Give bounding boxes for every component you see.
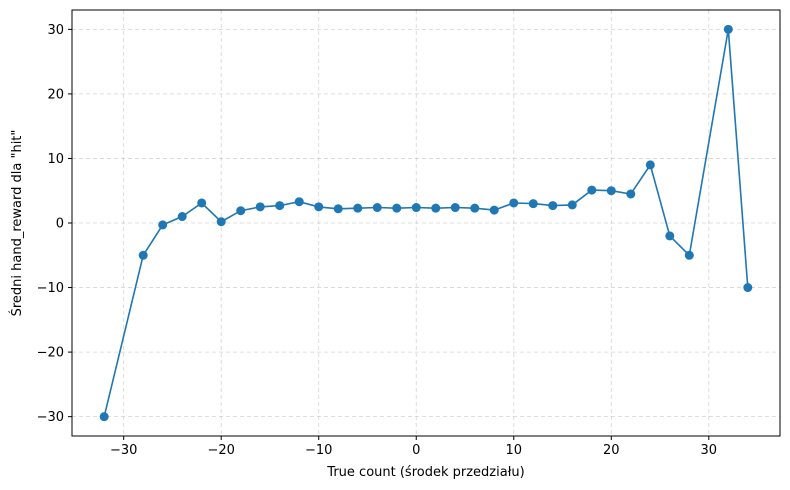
grid <box>72 10 780 436</box>
data-point <box>138 250 148 260</box>
data-point <box>567 200 577 210</box>
y-axis: −30 −20 −10 0 10 20 30 <box>37 23 72 425</box>
y-axis-label: Średni hand_reward dla "hit" <box>9 130 25 317</box>
data-point <box>587 185 597 195</box>
data-point <box>177 212 187 222</box>
y-tick-label: 30 <box>47 23 64 38</box>
x-tick-label: 10 <box>505 443 522 458</box>
series-group <box>99 24 753 422</box>
x-axis: −30 −20 −10 0 10 20 30 <box>110 436 717 458</box>
data-point <box>606 186 616 196</box>
data-point <box>275 201 285 211</box>
data-point <box>548 201 558 211</box>
data-point <box>626 189 636 199</box>
data-point <box>353 203 363 213</box>
data-point <box>216 217 226 227</box>
x-axis-label: True count (środek przedziału) <box>326 465 524 480</box>
data-point <box>743 283 753 293</box>
data-point <box>684 250 694 260</box>
data-point <box>294 197 304 207</box>
x-tick-label: 0 <box>412 443 420 458</box>
data-point <box>665 231 675 241</box>
y-tick-label: 10 <box>47 152 64 167</box>
data-point <box>255 202 265 212</box>
data-point <box>333 204 343 214</box>
x-tick-label: −20 <box>207 443 234 458</box>
x-tick-label: −10 <box>305 443 332 458</box>
data-point <box>236 206 246 216</box>
data-point <box>489 205 499 215</box>
x-tick-label: 30 <box>701 443 718 458</box>
data-point <box>197 198 207 208</box>
y-tick-label: −20 <box>37 346 64 361</box>
data-point <box>723 24 733 34</box>
data-point <box>509 198 519 208</box>
x-tick-label: −30 <box>110 443 137 458</box>
y-tick-label: −30 <box>37 410 64 425</box>
data-point <box>450 203 460 213</box>
data-point <box>431 203 441 213</box>
data-point <box>528 199 538 209</box>
data-point <box>411 203 421 213</box>
x-tick-label: 20 <box>603 443 620 458</box>
data-point <box>392 203 402 213</box>
y-tick-label: 20 <box>47 87 64 102</box>
y-tick-label: −10 <box>37 281 64 296</box>
data-point <box>158 220 168 230</box>
data-point <box>470 203 480 213</box>
data-point <box>99 412 109 422</box>
data-point <box>372 203 382 213</box>
data-point <box>645 160 655 170</box>
data-point <box>314 202 324 212</box>
y-tick-label: 0 <box>56 217 64 232</box>
